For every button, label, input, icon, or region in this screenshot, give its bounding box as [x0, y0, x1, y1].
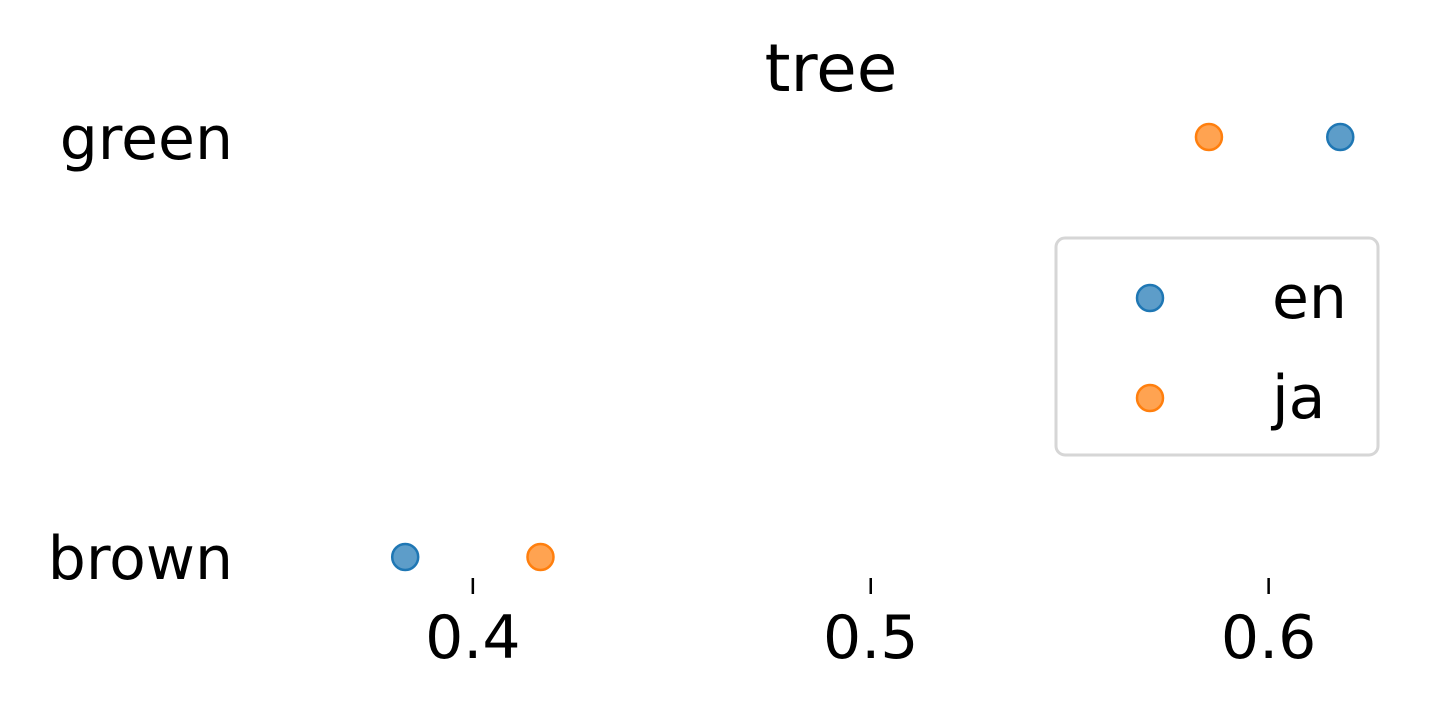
chart-title: tree	[765, 30, 898, 107]
x-tick-label: 0.4	[425, 603, 520, 673]
point-en-green	[1326, 122, 1355, 152]
point-ja-green	[1194, 122, 1224, 152]
point-en-brown	[390, 542, 420, 572]
x-tick-label: 0.5	[823, 603, 918, 673]
legend-marker-ja	[1135, 383, 1165, 413]
legend: en ja	[1054, 236, 1380, 457]
category-label-brown: brown	[48, 524, 233, 594]
legend-label-en: en	[1272, 263, 1347, 333]
point-ja-brown	[526, 542, 555, 572]
category-label-green: green	[60, 104, 233, 174]
x-axis: 0.4 0.5 0.6	[425, 578, 1316, 673]
legend-marker-en	[1135, 283, 1165, 313]
category-labels: green brown	[48, 104, 233, 594]
data-points	[390, 122, 1355, 572]
x-tick-label: 0.6	[1221, 603, 1316, 673]
legend-label-ja: ja	[1270, 363, 1325, 433]
